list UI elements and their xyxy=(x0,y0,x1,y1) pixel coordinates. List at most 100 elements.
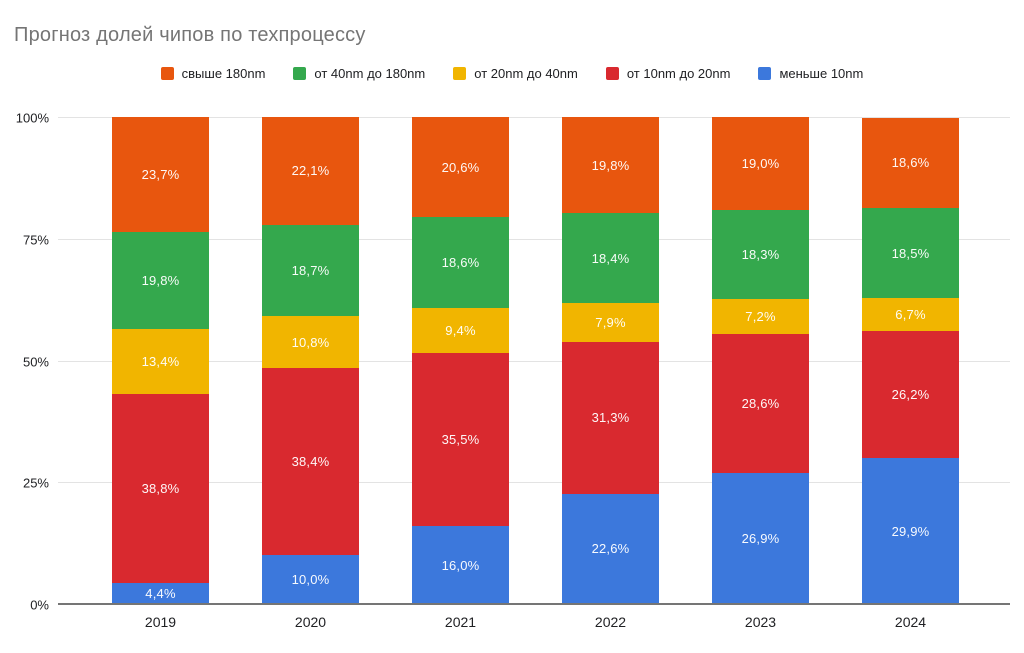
legend-item-label: от 40nm до 180nm xyxy=(314,66,426,81)
bar-segment-label: 18,6% xyxy=(441,254,480,270)
x-axis-label: 2022 xyxy=(594,614,627,630)
y-axis-tick-label: 75% xyxy=(22,232,49,248)
bar-segment: 28,6% xyxy=(712,333,809,473)
bar-segment: 4,4% xyxy=(112,582,209,604)
bar-segment: 18,6% xyxy=(862,117,959,209)
bar-segment-label: 18,7% xyxy=(291,262,330,278)
gridline xyxy=(58,360,1010,362)
y-axis-tick-label: 50% xyxy=(22,354,49,369)
bar-segment: 19,8% xyxy=(112,232,209,329)
bar-segment: 31,3% xyxy=(562,341,659,494)
y-axis-tick-label: 100% xyxy=(15,110,49,126)
bar-segment-label: 20,6% xyxy=(441,159,480,175)
bar-segment-label: 4,4% xyxy=(145,585,176,601)
bar-segment: 29,9% xyxy=(862,458,959,604)
bar-segment-label: 38,8% xyxy=(141,480,180,496)
bar-segment-label: 23,7% xyxy=(141,167,180,183)
y-axis-tick-label: 25% xyxy=(22,475,49,491)
legend-item-label: меньше 10nm xyxy=(779,66,864,81)
bar-segment: 18,5% xyxy=(862,208,959,299)
bar-segment-label: 18,4% xyxy=(591,250,630,266)
bar-segment-label: 22,1% xyxy=(291,163,330,179)
bar-segment: 7,9% xyxy=(562,303,659,342)
bar-segment-label: 28,6% xyxy=(741,395,780,411)
bar-segment: 18,4% xyxy=(562,213,659,304)
gridline xyxy=(58,482,1010,484)
gridline xyxy=(58,117,1010,118)
bar-segment: 38,8% xyxy=(112,393,209,583)
bar-segment-label: 18,3% xyxy=(741,246,780,262)
gridline xyxy=(58,238,1010,240)
bar-segment: 10,0% xyxy=(262,555,359,604)
bar-segment-label: 26,2% xyxy=(891,387,930,403)
bar-segment: 35,5% xyxy=(412,353,509,527)
bar-column-2024: 29,9% 26,2% 6,7% 18,5% 18,6% xyxy=(862,117,959,604)
x-axis-label: 2020 xyxy=(294,614,327,630)
x-axis-label: 2023 xyxy=(744,614,777,630)
bar-segment-label: 38,4% xyxy=(291,454,330,470)
bar-segment: 18,6% xyxy=(412,217,509,308)
x-axis-label: 2019 xyxy=(144,614,177,630)
legend-item: меньше 10nm xyxy=(758,66,863,81)
bar-segment-label: 7,9% xyxy=(595,314,626,330)
legend-item-label: от 10nm до 20nm xyxy=(626,66,731,81)
bar-segment: 18,7% xyxy=(262,224,359,316)
bar-column-2021: 16,0% 35,5% 9,4% 18,6% 20,6% xyxy=(412,117,509,604)
bar-column-2022: 22,6% 31,3% 7,9% 18,4% 19,8% xyxy=(562,117,659,604)
bar-segment-label: 31,3% xyxy=(591,410,630,426)
bar-segment: 19,8% xyxy=(562,117,659,214)
bar-column-2019: 4,4% 38,8% 13,4% 19,8% 23,7% xyxy=(112,117,209,604)
x-axis-line xyxy=(58,603,1010,605)
bar-segment-label: 6,7% xyxy=(895,306,926,322)
legend-item-label: от 20nm до 40nm xyxy=(474,66,578,81)
bar-segment-label: 19,0% xyxy=(741,155,780,171)
bar-segment-label: 22,6% xyxy=(591,541,630,557)
bar-segment-label: 10,0% xyxy=(291,572,330,588)
bar-segment-label: 13,4% xyxy=(141,353,180,369)
legend-item: от 10nm до 20nm xyxy=(605,66,731,81)
bar-segment-label: 26,9% xyxy=(741,531,780,546)
bar-segment-label: 10,8% xyxy=(291,334,330,350)
bar-segment-label: 35,5% xyxy=(441,432,480,448)
bar-segment: 10,8% xyxy=(262,315,359,369)
legend-swatch-icon xyxy=(758,67,772,80)
bar-column-2020: 10,0% 38,4% 10,8% 18,7% 22,1% xyxy=(262,117,359,604)
bar-segment: 7,2% xyxy=(712,298,809,334)
bar-segment: 19,0% xyxy=(712,117,809,210)
bar-segment: 26,9% xyxy=(712,473,809,604)
legend-item: от 40nm до 180nm xyxy=(293,66,425,81)
legend-item: от 20nm до 40nm xyxy=(453,66,578,81)
bar-segment: 18,3% xyxy=(712,209,809,299)
bar-segment: 16,0% xyxy=(412,526,509,604)
bar-segment-label: 29,9% xyxy=(891,523,930,539)
y-axis-tick-label: 0% xyxy=(30,597,49,613)
bar-segment: 13,4% xyxy=(112,328,209,394)
bar-segment-label: 18,5% xyxy=(891,245,930,261)
bar-segment: 26,2% xyxy=(862,330,959,459)
bar-segment-label: 9,4% xyxy=(445,323,476,339)
bar-segment-label: 19,8% xyxy=(591,157,630,173)
legend-swatch-icon xyxy=(160,67,174,80)
chart-title: Прогноз долей чипов по техпроцессу xyxy=(14,24,366,46)
bar-segment: 22,6% xyxy=(562,493,659,604)
bar-segment: 20,6% xyxy=(412,117,509,218)
x-axis-label: 2024 xyxy=(894,614,927,630)
legend-item: свыше 180nm xyxy=(160,66,266,81)
legend-item-label: свыше 180nm xyxy=(181,66,266,81)
x-axis-label: 2021 xyxy=(444,614,477,630)
bar-segment-label: 7,2% xyxy=(745,308,776,324)
legend-swatch-icon xyxy=(293,67,307,80)
bar-segment-label: 19,8% xyxy=(141,272,180,288)
plot-area: 0% 25% 50% 75% 100% 4,4% 38,8% 13,4% 19,8% 23,7% 2… xyxy=(16,111,1010,630)
bar-segment: 38,4% xyxy=(262,368,359,556)
bar-segment: 9,4% xyxy=(412,307,509,354)
legend-swatch-icon xyxy=(453,67,467,80)
bar-segment: 6,7% xyxy=(862,298,959,331)
bar-column-2023: 26,9% 28,6% 7,2% 18,3% 19,0% xyxy=(712,117,809,604)
bar-segment-label: 16,0% xyxy=(441,557,480,573)
bar-segment: 22,1% xyxy=(262,117,359,225)
legend-swatch-icon xyxy=(605,67,619,80)
bar-segment-label: 18,6% xyxy=(891,155,930,171)
bar-segment: 23,7% xyxy=(112,117,209,233)
